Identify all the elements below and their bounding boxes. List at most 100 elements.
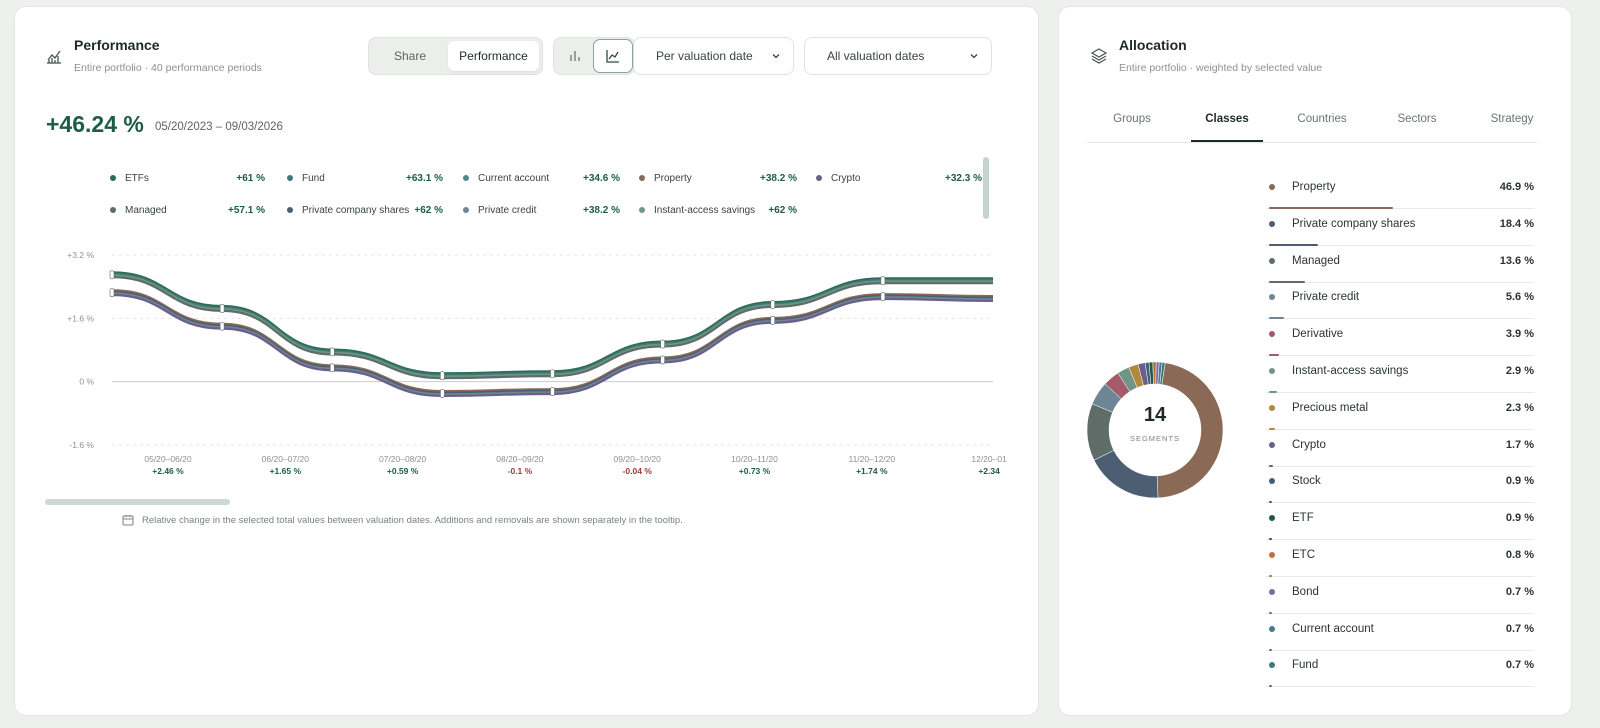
class-percentage: 0.7 % [1505, 659, 1534, 672]
data-point[interactable] [109, 270, 115, 280]
legend-dot [287, 207, 293, 213]
legend-dot [463, 207, 469, 213]
class-percentage: 0.8 % [1505, 549, 1534, 561]
class-row[interactable]: Derivative 3.9 % [1266, 319, 1534, 357]
data-point[interactable] [440, 371, 445, 381]
chart-legend: ETFs +61 % Fund +63.1 % Current account +34.6… [110, 172, 985, 242]
class-percentage: 0.7 % [1505, 585, 1534, 598]
class-row[interactable]: Private company shares 18.4 % [1266, 209, 1534, 246]
class-row[interactable]: Crypto 1.7 % [1266, 430, 1534, 467]
data-point[interactable] [219, 321, 225, 331]
class-row[interactable]: Precious metal 2.3 % [1266, 393, 1534, 430]
data-point[interactable] [329, 363, 335, 373]
class-row[interactable]: Managed 13.6 % [1266, 246, 1534, 283]
tab-strategy[interactable]: Strategy [1490, 113, 1534, 125]
share-toggle-button[interactable]: Share [393, 49, 427, 63]
x-tick-label: 08/20–09/20 [496, 454, 544, 464]
legend-value: +63.1 % [406, 173, 443, 184]
class-percentage: 3.9 % [1505, 328, 1534, 341]
tab-groups[interactable]: Groups [1113, 113, 1151, 125]
class-share-bar [1269, 391, 1277, 393]
data-point[interactable] [329, 347, 335, 357]
tab-classes[interactable]: Classes [1205, 113, 1249, 125]
calendar-icon [122, 515, 134, 526]
period-value-label: -0.04 % [623, 466, 653, 476]
data-point[interactable] [550, 369, 555, 379]
donut-segment[interactable] [1159, 362, 1166, 385]
valuation-dates-dropdown[interactable]: All valuation dates [804, 37, 992, 75]
active-tab-underline [1191, 140, 1263, 142]
class-row[interactable]: Bond 0.7 % [1266, 577, 1534, 614]
legend-value: +38.2 % [583, 205, 620, 216]
class-row[interactable]: Fund 0.7 % [1266, 650, 1534, 688]
class-percentage: 13.6 % [1499, 254, 1534, 267]
class-dot [1269, 625, 1275, 632]
data-point[interactable] [550, 387, 555, 396]
data-point[interactable] [770, 300, 776, 309]
class-row[interactable]: ETC 0.8 % [1266, 540, 1534, 577]
class-row[interactable]: Current account 0.7 % [1266, 614, 1534, 651]
data-point[interactable] [880, 276, 886, 286]
legend-value: +62 % [768, 205, 797, 216]
data-point[interactable] [219, 304, 225, 313]
data-point[interactable] [660, 339, 665, 349]
performance-subtitle: Entire portfolio · 40 performance period… [74, 62, 262, 74]
legend-dot [287, 175, 293, 181]
x-tick-label: 05/20–06/20 [144, 454, 192, 464]
class-percentage: 5.6 % [1505, 291, 1534, 304]
class-percentage: 0.7 % [1505, 622, 1534, 635]
class-row[interactable]: Private credit 5.6 % [1266, 282, 1534, 320]
line-chart-view-button[interactable] [593, 39, 633, 73]
valuation-mode-dropdown[interactable]: Per valuation date [633, 37, 794, 75]
class-dot [1269, 220, 1275, 227]
class-name: Fund [1292, 659, 1319, 672]
chart-type-toggle [553, 37, 635, 75]
class-name: ETC [1292, 549, 1315, 561]
data-point[interactable] [660, 355, 665, 365]
valuation-mode-value: Per valuation date [656, 49, 753, 63]
segment-count: 14 [1143, 404, 1167, 426]
class-dot [1269, 331, 1275, 338]
class-share-bar [1269, 611, 1272, 614]
y-tick-label: +1.6 % [67, 313, 94, 323]
bar-chart-view-button[interactable] [555, 39, 595, 73]
legend-label: Managed [125, 205, 167, 216]
class-row[interactable]: ETF 0.9 % [1266, 503, 1534, 541]
allocation-tabs: Groups Classes Countries Sectors Strateg… [1087, 107, 1537, 143]
class-share-bar [1269, 685, 1272, 688]
donut-segment[interactable] [1093, 450, 1159, 499]
segment-count-label: SEGMENTS [1129, 434, 1181, 443]
tab-sectors[interactable]: Sectors [1397, 113, 1437, 125]
class-percentage: 2.9 % [1505, 365, 1534, 377]
upper-series-line[interactable] [111, 272, 993, 377]
class-share-bar [1269, 243, 1318, 246]
class-row[interactable]: Stock 0.9 % [1266, 466, 1534, 504]
class-name: Precious metal [1292, 401, 1369, 414]
class-name: Private company shares [1292, 217, 1416, 230]
y-tick-label: -1.6 % [69, 440, 94, 450]
class-dot [1269, 368, 1275, 374]
class-row[interactable]: Instant-access savings 2.9 % [1266, 356, 1534, 393]
data-point[interactable] [880, 292, 886, 301]
class-share-bar [1269, 280, 1305, 283]
chart-horizontal-scrollbar[interactable] [45, 499, 230, 505]
legend-label: Fund [302, 173, 325, 184]
class-name: Derivative [1292, 328, 1344, 341]
bar-chart-icon [570, 51, 580, 61]
upper-series-line[interactable] [111, 271, 993, 375]
legend-label: Instant-access savings [654, 205, 756, 216]
layers-icon [1090, 47, 1108, 65]
legend-scrollbar[interactable] [983, 157, 989, 219]
tab-countries[interactable]: Countries [1297, 113, 1347, 125]
performance-toggle-button[interactable]: Performance [448, 41, 539, 71]
class-row[interactable]: Property 46.9 % [1266, 172, 1534, 209]
data-point[interactable] [109, 288, 115, 297]
donut-segment[interactable] [1156, 362, 1224, 499]
allocation-donut-chart: 14 SEGMENTS [1085, 360, 1225, 500]
valuation-dates-value: All valuation dates [827, 49, 925, 63]
data-point[interactable] [770, 316, 776, 325]
data-point[interactable] [440, 389, 445, 398]
x-tick-label: 12/20–01 [971, 454, 1007, 464]
class-share-bar [1269, 575, 1272, 577]
legend-dot [639, 207, 645, 213]
